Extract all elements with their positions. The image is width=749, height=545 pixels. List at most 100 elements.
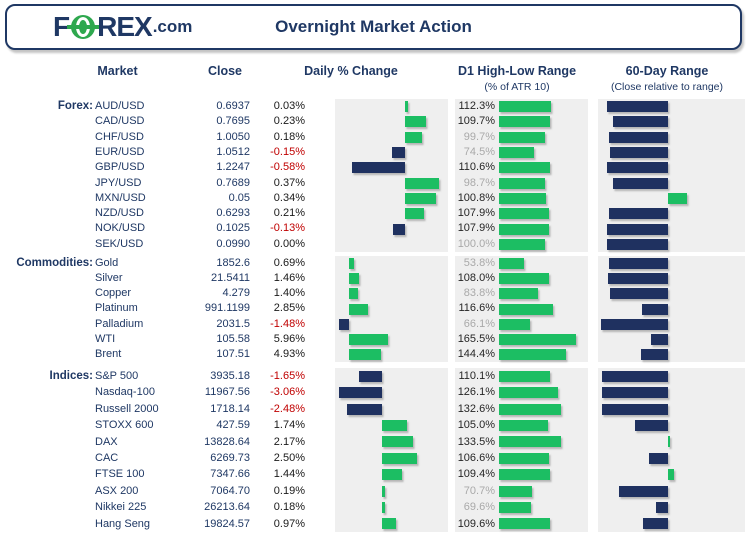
change-cell: 0.00% bbox=[273, 237, 305, 250]
sixty-day-range-bar bbox=[607, 162, 668, 174]
close-cell: 0.6937 bbox=[216, 100, 250, 112]
d1-range-bar bbox=[499, 147, 534, 159]
change-cell: 2.85% bbox=[273, 302, 305, 315]
daily-change-bar bbox=[405, 208, 425, 220]
close-cell: 6269.73 bbox=[210, 452, 250, 464]
close-cell: 7064.70 bbox=[210, 484, 250, 497]
sixty-day-range-bar bbox=[667, 469, 675, 481]
market-cell: CAD/USD bbox=[95, 115, 145, 128]
daily-change-bar bbox=[381, 419, 407, 431]
d1-range-value: 108.0% bbox=[457, 272, 495, 285]
forex-com-logo: F REX .com bbox=[53, 6, 192, 48]
close-cell: 1.0050 bbox=[216, 130, 250, 143]
close-cell: 21.5411 bbox=[211, 272, 250, 285]
d1-range-value: 106.6% bbox=[457, 452, 495, 464]
change-cell: 0.03% bbox=[273, 100, 305, 112]
d1-range-value: 109.6% bbox=[457, 517, 495, 530]
daily-change-bar bbox=[393, 223, 406, 235]
logo-text-dotcom: .com bbox=[152, 17, 193, 36]
close-cell: 991.1199 bbox=[204, 302, 250, 315]
daily-change-bar bbox=[405, 177, 439, 189]
change-cell: -0.15% bbox=[270, 145, 305, 158]
column-subheader-60day: (Close relative to range) bbox=[610, 81, 724, 93]
market-cell: NOK/USD bbox=[95, 222, 146, 235]
change-cell: 0.97% bbox=[273, 517, 305, 530]
daily-change-bar bbox=[352, 162, 406, 174]
sixty-day-range-bar bbox=[650, 333, 668, 345]
market-cell: CAC bbox=[95, 452, 119, 464]
sixty-day-range-bar bbox=[601, 387, 668, 399]
close-cell: 1852.6 bbox=[216, 257, 250, 269]
change-cell: 2.50% bbox=[273, 452, 305, 464]
d1-range-value: 107.9% bbox=[457, 207, 495, 220]
market-cell: Silver bbox=[95, 272, 123, 285]
d1-range-bar bbox=[499, 177, 545, 189]
d1-range-value: 53.8% bbox=[463, 257, 495, 269]
daily-change-bar bbox=[349, 348, 382, 360]
daily-change-bar bbox=[381, 436, 413, 448]
sixty-day-range-bar bbox=[618, 485, 668, 497]
change-cell: 0.21% bbox=[273, 207, 305, 220]
change-cell: -2.48% bbox=[270, 402, 305, 415]
d1-range-bar bbox=[499, 101, 552, 113]
change-cell: 0.23% bbox=[273, 115, 305, 128]
sixty-day-range-bar bbox=[601, 403, 668, 415]
daily-change-bar bbox=[405, 101, 408, 113]
change-cell: -0.58% bbox=[270, 161, 305, 174]
daily-change-panel bbox=[335, 99, 448, 252]
change-cell: 0.34% bbox=[273, 191, 305, 204]
d1-range-value: 116.6% bbox=[458, 302, 496, 315]
market-cell: Nasdaq-100 bbox=[95, 386, 155, 399]
sixty-day-range-bar bbox=[667, 436, 670, 448]
d1-range-bar bbox=[499, 370, 551, 382]
change-cell: 0.69% bbox=[273, 257, 305, 269]
market-cell: JPY/USD bbox=[95, 176, 142, 189]
d1-range-bar bbox=[499, 273, 550, 285]
market-cell: Platinum bbox=[95, 302, 138, 315]
close-cell: 1.2247 bbox=[216, 161, 250, 174]
market-cell: Brent bbox=[95, 347, 122, 360]
change-cell: 0.19% bbox=[273, 484, 305, 497]
daily-change-bar bbox=[349, 303, 368, 315]
d1-range-bar bbox=[499, 288, 538, 300]
daily-change-bar bbox=[349, 273, 359, 285]
header-banner: Overnight Market Action F REX .com bbox=[5, 4, 742, 50]
daily-change-bar bbox=[405, 116, 427, 128]
daily-change-bar bbox=[405, 192, 437, 204]
market-cell: ASX 200 bbox=[95, 484, 139, 497]
market-cell: AUD/USD bbox=[95, 100, 145, 112]
change-cell: 0.18% bbox=[273, 501, 305, 514]
d1-range-value: 165.5% bbox=[457, 332, 495, 345]
close-cell: 1.0512 bbox=[216, 145, 250, 158]
change-cell: 0.18% bbox=[273, 130, 305, 143]
daily-change-bar bbox=[405, 131, 422, 143]
market-cell: SEK/USD bbox=[95, 237, 144, 250]
market-cell: FTSE 100 bbox=[95, 468, 145, 481]
d1-range-value: 126.1% bbox=[457, 386, 495, 399]
market-cell: Palladium bbox=[95, 317, 144, 330]
market-cell: Nikkei 225 bbox=[95, 501, 147, 514]
logo-o-icon bbox=[67, 15, 100, 39]
logo-text-f: F bbox=[53, 11, 70, 42]
d1-range-bar bbox=[499, 131, 546, 143]
d1-range-bar bbox=[499, 419, 548, 431]
section-label: Commodities: bbox=[16, 257, 93, 269]
column-header-60day-range: 60-Day Range bbox=[625, 64, 709, 78]
sixty-day-range-bar bbox=[608, 208, 668, 220]
close-cell: 1718.14 bbox=[210, 402, 250, 415]
change-cell: 4.93% bbox=[273, 347, 305, 360]
column-header-close: Close bbox=[207, 64, 243, 78]
d1-range-bar bbox=[499, 485, 532, 497]
sixty-day-range-bar bbox=[641, 348, 668, 360]
d1-range-value: 70.7% bbox=[463, 484, 495, 497]
sixty-day-range-bar bbox=[606, 223, 668, 235]
sixty-day-range-bar bbox=[609, 147, 668, 159]
close-cell: 2031.5 bbox=[216, 317, 250, 330]
daily-change-bar bbox=[338, 387, 382, 399]
d1-range-bar bbox=[499, 348, 567, 360]
d1-range-value: 83.8% bbox=[463, 287, 495, 300]
d1-range-bar bbox=[499, 116, 550, 128]
sixty-day-range-bar bbox=[648, 452, 668, 464]
sixty-day-range-bar bbox=[613, 116, 668, 128]
close-cell: 4.279 bbox=[222, 287, 250, 300]
